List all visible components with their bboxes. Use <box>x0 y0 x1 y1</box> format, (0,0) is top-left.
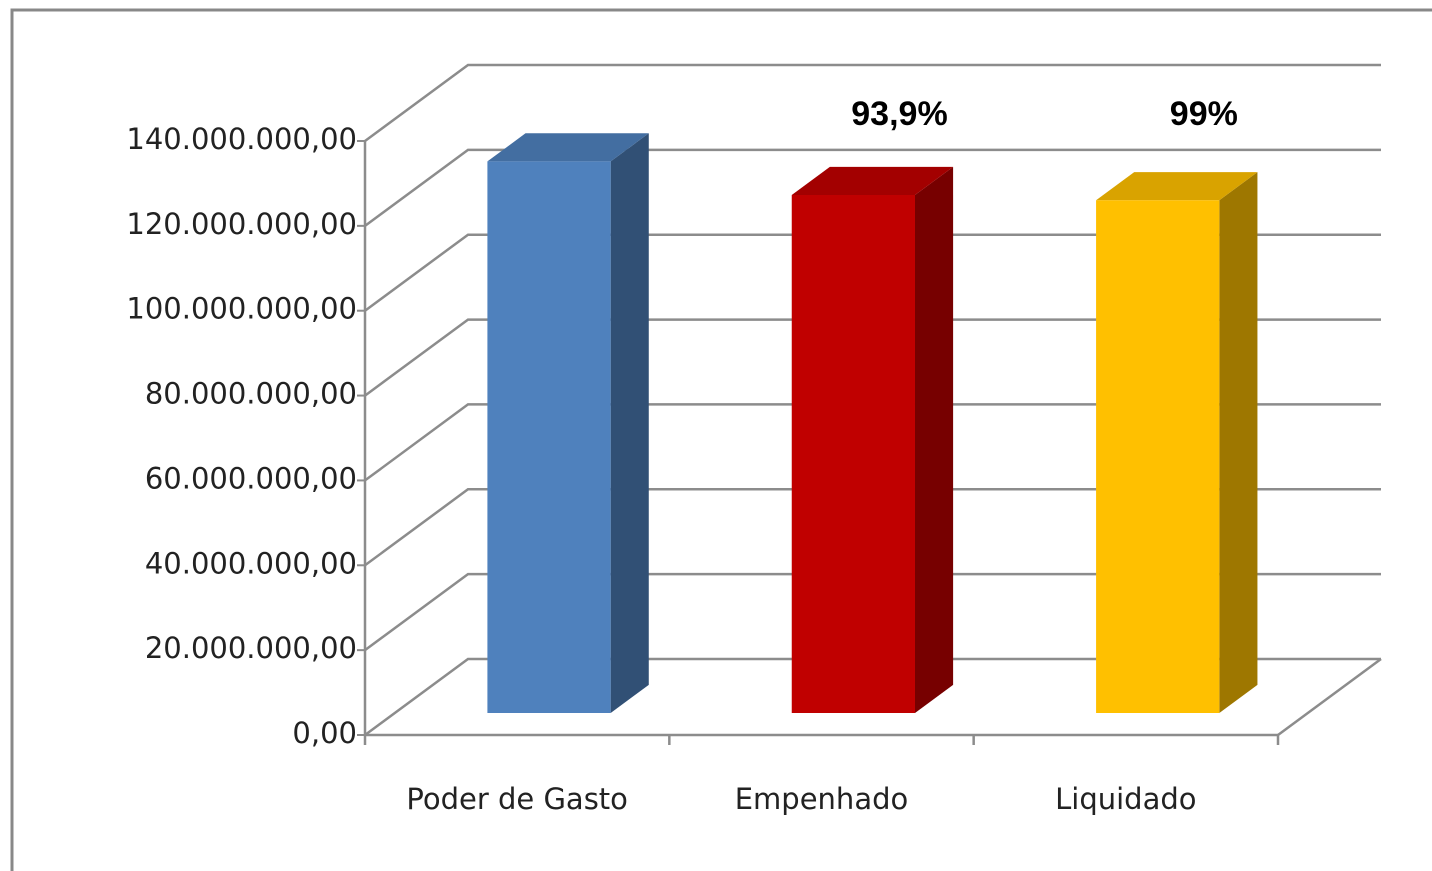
bar <box>1096 172 1258 713</box>
bar-side <box>914 166 954 713</box>
bar-front <box>1096 200 1220 713</box>
bar <box>791 166 954 713</box>
grid-line <box>364 657 1381 737</box>
y-tick-label: 100.000.000,00 <box>126 292 357 326</box>
y-tick-label: 80.000.000,00 <box>145 377 357 411</box>
annotation: 93,9% <box>851 95 947 133</box>
grid-line <box>364 63 1381 143</box>
y-tick-label: 60.000.000,00 <box>145 461 357 495</box>
grid-line <box>364 403 1381 482</box>
bar-top <box>791 166 954 196</box>
y-tick-label: 140.000.000,00 <box>126 122 357 156</box>
grid-line <box>364 572 1381 652</box>
bar-front <box>487 161 611 713</box>
bar <box>487 133 649 713</box>
grid-line <box>364 233 1381 312</box>
grid-line <box>364 318 1381 397</box>
bar-top <box>487 133 649 162</box>
bar-front <box>791 195 915 713</box>
y-tick-label: 120.000.000,00 <box>126 207 357 241</box>
floor-right <box>1277 657 1382 737</box>
grid-line <box>364 488 1381 567</box>
bar-side <box>610 133 649 713</box>
y-tick-label: 40.000.000,00 <box>145 546 357 580</box>
y-tick-label: 0,00 <box>292 716 357 750</box>
x-tick-label: Empenhado <box>735 782 909 816</box>
x-tick-label: Poder de Gasto <box>406 782 628 816</box>
bar-top <box>1096 172 1258 201</box>
annotation: 99% <box>1170 95 1238 133</box>
chart-frame <box>10 8 1432 871</box>
grid-line <box>364 148 1381 227</box>
bar-side <box>1219 172 1258 713</box>
x-tick-label: Liquidado <box>1055 782 1196 816</box>
y-tick-label: 20.000.000,00 <box>145 631 357 665</box>
